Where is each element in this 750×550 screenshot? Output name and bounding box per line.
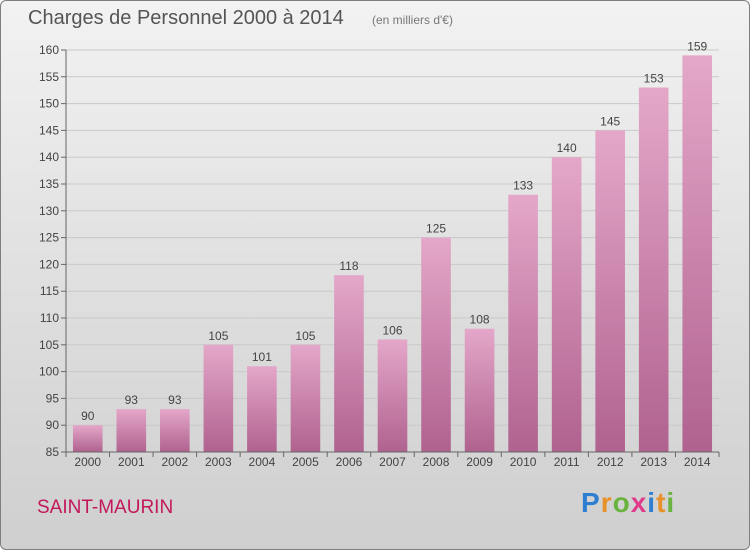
bar [421,237,451,452]
bar-value-label: 90 [81,409,95,423]
y-tick-label: 140 [39,150,59,164]
y-tick-label: 85 [46,445,60,459]
bar [551,157,582,452]
bar-value-label: 93 [125,393,139,407]
bar [247,366,277,452]
bar [638,87,669,453]
proxiti-logo[interactable]: Proxiti [581,487,675,519]
y-tick-label: 155 [39,70,59,84]
logo-letter: r [600,487,613,518]
y-tick-label: 115 [40,284,59,298]
logo-letter: i [666,487,676,518]
bar [464,328,495,452]
bar [595,130,625,452]
bar-value-label: 145 [600,114,620,128]
logo-letter: o [612,487,631,518]
y-tick-label: 125 [39,231,59,245]
bar-value-label: 108 [470,313,490,327]
x-tick-label: 2000 [74,455,101,469]
bar [334,275,364,452]
bar-value-label: 159 [687,39,707,53]
y-tick-label: 120 [39,257,59,271]
chart-title: Charges de Personnel 2000 à 2014 [28,7,344,29]
logo-letter: P [581,487,601,518]
bar-value-label: 133 [513,179,533,193]
bar [377,339,408,452]
bar [160,409,190,452]
bar-value-label: 105 [295,329,315,343]
bar [72,425,103,452]
y-tick-label: 130 [39,204,59,218]
logo-letter: i [647,487,657,518]
bar [682,55,713,453]
y-tick-label: 95 [46,391,60,405]
bar-value-label: 105 [208,329,228,343]
bar [290,344,321,452]
logo-letter: x [630,487,648,518]
y-tick-label: 105 [39,338,59,352]
y-tick-label: 90 [46,418,60,432]
bar-value-label: 106 [382,323,402,337]
x-tick-label: 2006 [336,455,363,469]
x-tick-label: 2009 [466,455,493,469]
bar [203,344,234,452]
place-name: SAINT-MAURIN [37,497,174,518]
y-tick-label: 150 [39,97,59,111]
x-tick-label: 2003 [205,455,232,469]
x-tick-label: 2011 [554,455,580,469]
x-tick-label: 2005 [292,455,319,469]
x-tick-label: 2004 [249,455,276,469]
y-tick-label: 160 [39,43,59,57]
x-tick-label: 2008 [423,455,450,469]
bar-value-label: 93 [168,393,182,407]
logo-letter: t [656,487,667,518]
chart-subtitle: (en milliers d'€) [372,13,453,27]
y-tick-label: 100 [39,365,59,379]
bar-value-label: 140 [557,141,577,155]
bar-value-label: 125 [426,222,446,236]
bar [508,194,538,452]
y-tick-label: 135 [39,177,59,191]
bar-value-label: 101 [252,350,272,364]
x-tick-label: 2002 [161,455,188,469]
bar-value-label: 118 [339,259,358,273]
x-tick-label: 2007 [379,455,406,469]
y-tick-label: 110 [40,311,59,325]
x-tick-label: 2013 [640,455,667,469]
x-tick-label: 2001 [118,455,145,469]
x-tick-label: 2010 [510,455,537,469]
x-tick-label: 2012 [597,455,624,469]
bar [116,409,147,452]
x-tick-label: 2014 [684,455,711,469]
y-tick-label: 145 [39,123,59,137]
bar-value-label: 153 [644,72,664,86]
